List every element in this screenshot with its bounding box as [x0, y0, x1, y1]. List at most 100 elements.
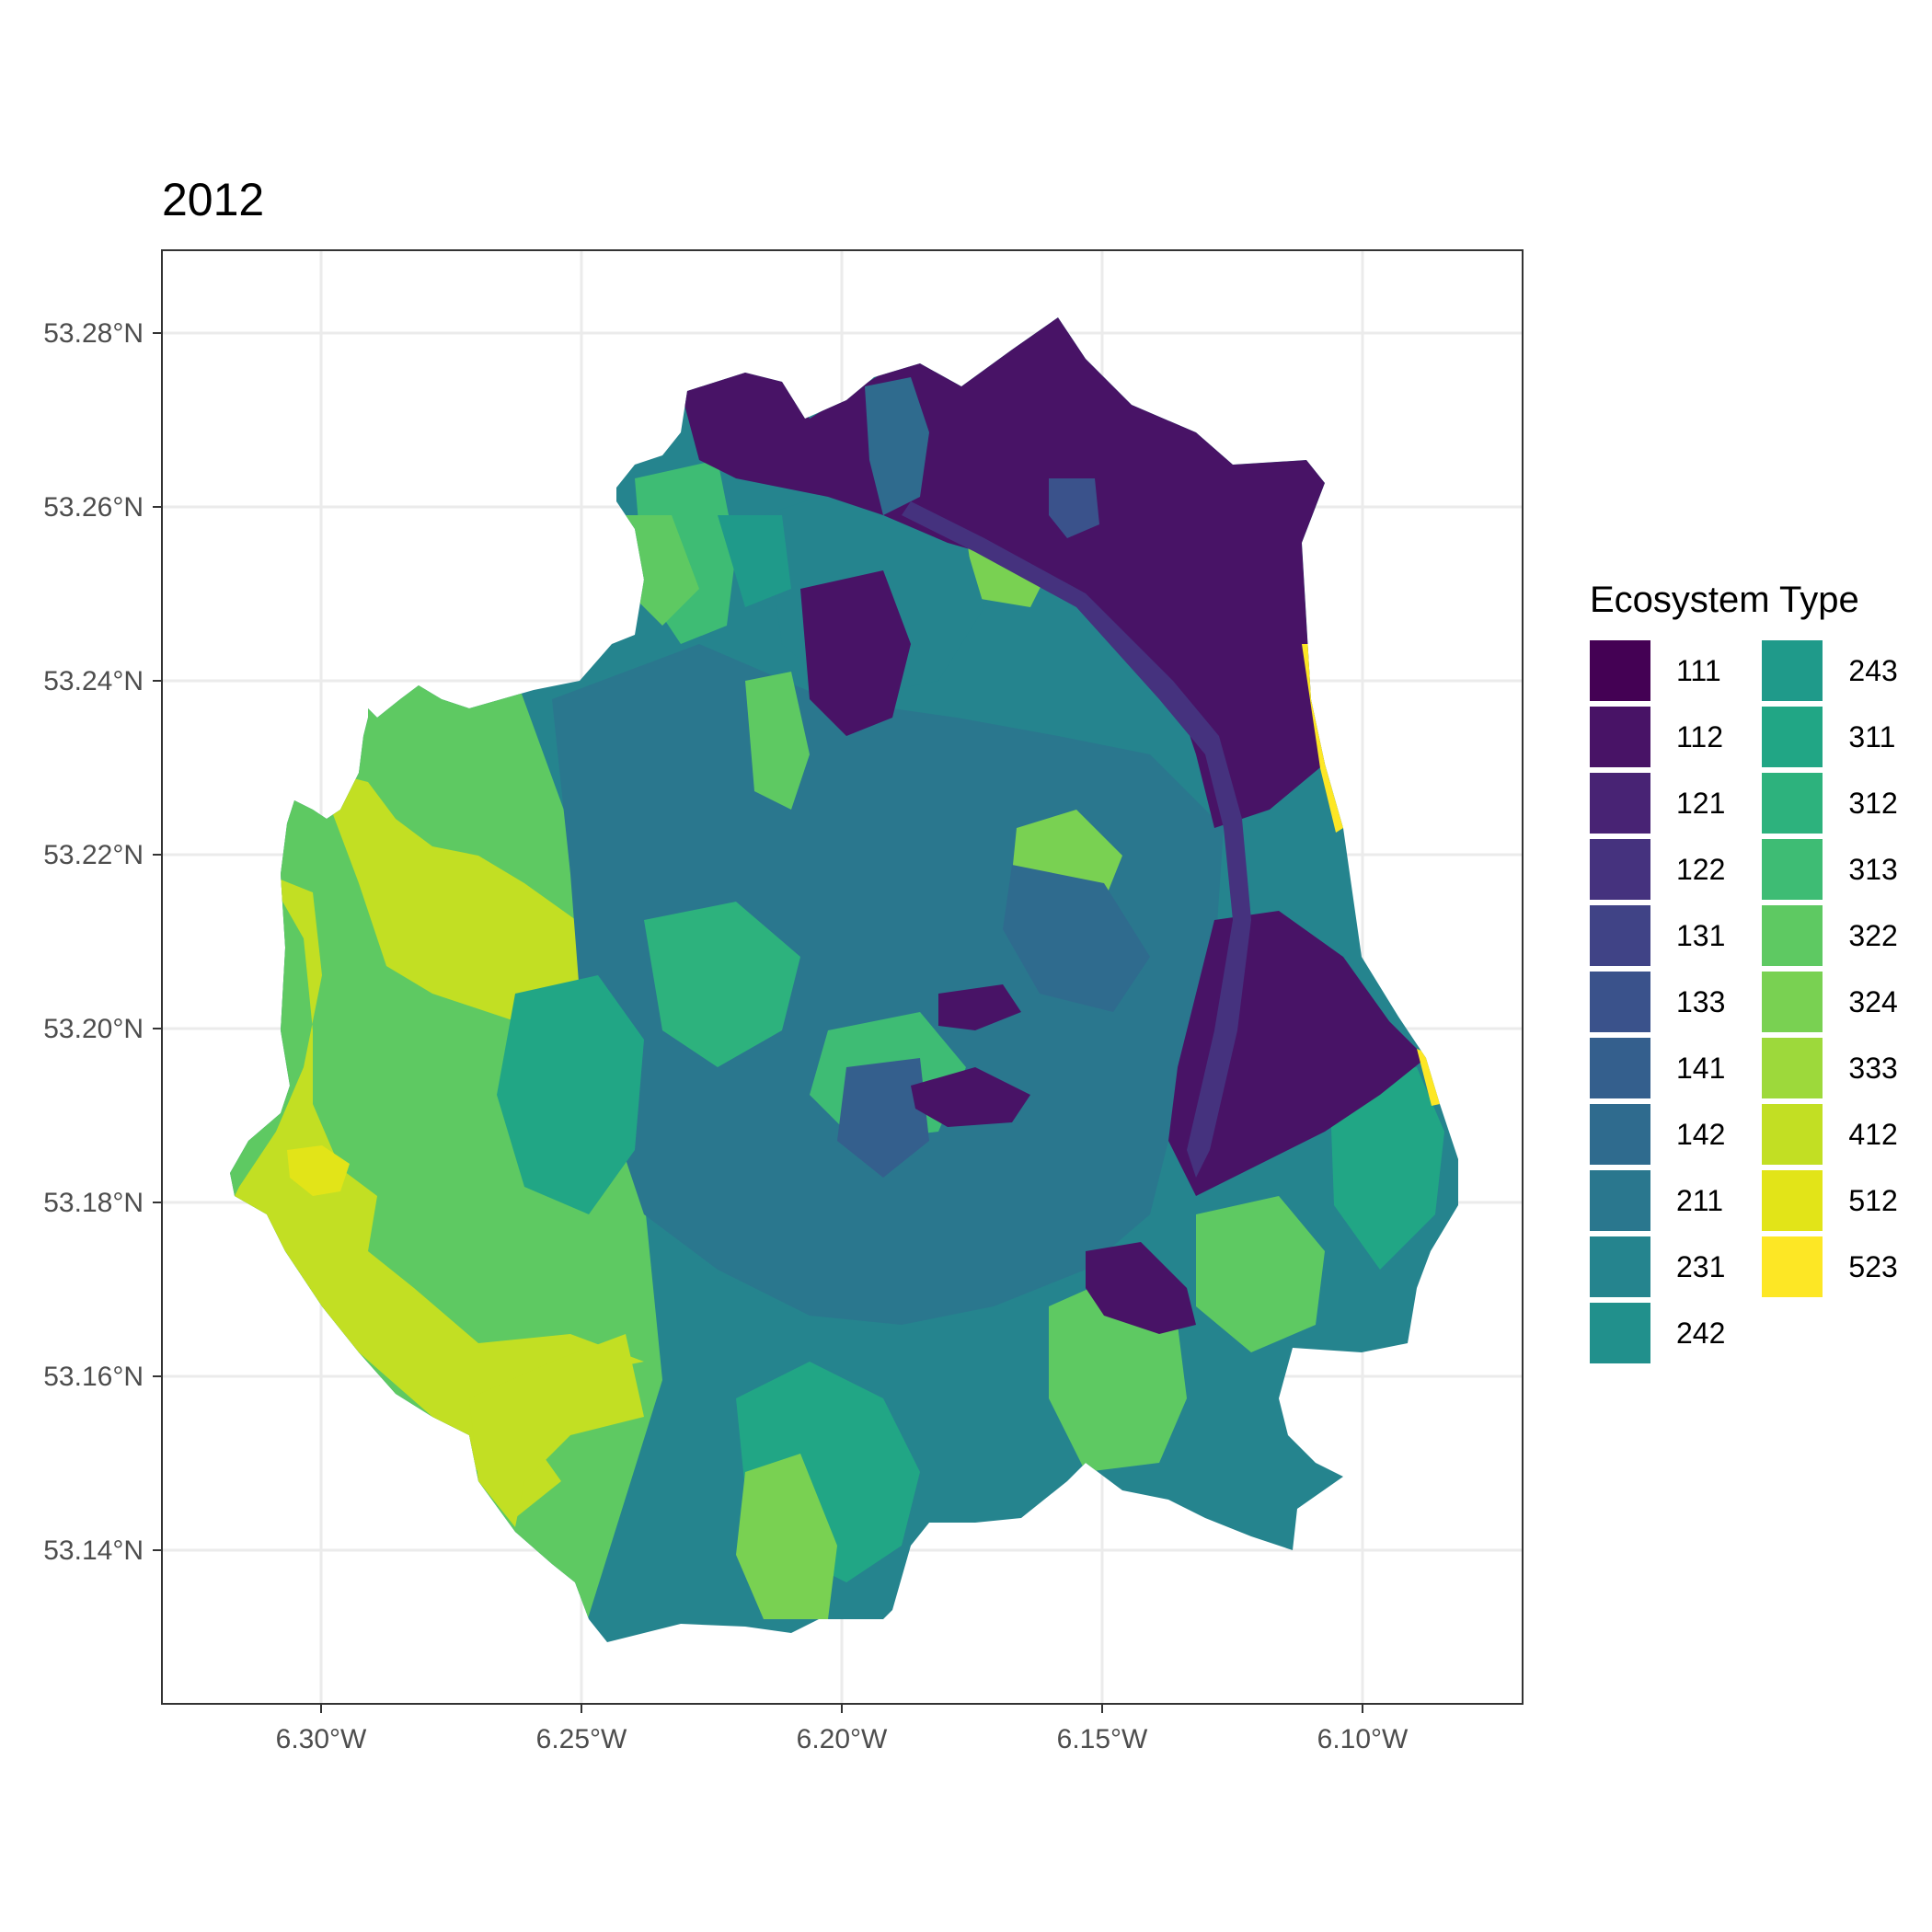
agri-142	[1003, 865, 1150, 1012]
legend-item: 512	[1762, 1167, 1898, 1234]
legend-column: 243 311 312 313 322 324 333 412 512 523	[1762, 638, 1898, 1366]
legend-item: 131	[1590, 903, 1725, 969]
forest-grove	[745, 672, 810, 810]
x-tick-label: 6.15°W	[1057, 1724, 1148, 1754]
legend-swatch	[1590, 1236, 1650, 1297]
legend-swatch	[1762, 1170, 1823, 1231]
y-tick-label: 53.14°N	[43, 1535, 144, 1566]
legend-swatch	[1762, 1038, 1823, 1098]
legend-item: 311	[1762, 704, 1897, 770]
axis-ticks	[153, 332, 1363, 1713]
x-tick-label: 6.30°W	[276, 1724, 367, 1754]
coastal-sand-2	[1417, 1049, 1440, 1106]
legend-swatch	[1590, 1104, 1650, 1165]
legend-item: 322	[1762, 903, 1898, 969]
legend-swatch	[1590, 707, 1650, 767]
legend-item: 312	[1762, 770, 1898, 836]
legend-item: 333	[1762, 1035, 1898, 1101]
southeast-forest	[1329, 1067, 1444, 1270]
legend-label: 131	[1676, 918, 1726, 952]
northwest-heath	[626, 515, 699, 626]
legend-label: 322	[1848, 918, 1898, 952]
legend-label: 112	[1676, 719, 1724, 753]
legend-label: 111	[1676, 653, 1721, 687]
legend-swatch	[1762, 972, 1823, 1032]
legend-swatch	[1590, 905, 1650, 966]
urban-north	[681, 317, 1325, 828]
legend-swatch	[1590, 972, 1650, 1032]
legend-swatch	[1762, 707, 1823, 767]
legend-swatch	[1762, 773, 1823, 834]
west-peat	[276, 773, 662, 1030]
urban-south	[1086, 1242, 1196, 1334]
y-tick-label: 53.20°N	[43, 1014, 144, 1044]
legend-label: 211	[1676, 1183, 1724, 1217]
y-tick-label: 53.28°N	[43, 318, 144, 349]
legend-label: 412	[1848, 1117, 1898, 1151]
legend-swatch	[1590, 773, 1650, 834]
legend-swatch	[1762, 640, 1823, 701]
y-tick-label: 53.24°N	[43, 666, 144, 696]
north-grass	[718, 515, 791, 607]
legend-label: 133	[1676, 984, 1726, 1018]
south-peat	[469, 1334, 644, 1527]
x-tick-label: 6.20°W	[797, 1724, 888, 1754]
legend-item: 211	[1590, 1167, 1725, 1234]
legend-item: 122	[1590, 836, 1725, 903]
legend-label: 141	[1676, 1051, 1726, 1085]
legend-item: 231	[1590, 1234, 1725, 1300]
legend-label: 333	[1848, 1051, 1898, 1085]
legend-label: 311	[1848, 719, 1896, 753]
legend-item: 243	[1762, 638, 1898, 704]
agri-141	[837, 1058, 929, 1178]
legend-label: 243	[1848, 653, 1898, 687]
legend-item: 142	[1590, 1101, 1725, 1167]
legend-item: 112	[1590, 704, 1725, 770]
map-title: 2012	[162, 174, 265, 225]
legend-label: 122	[1676, 852, 1726, 886]
legend-item: 133	[1590, 969, 1725, 1035]
legend-item: 412	[1762, 1101, 1898, 1167]
legend-swatch	[1762, 905, 1823, 966]
central-agriculture	[552, 644, 1224, 1325]
legend-label: 313	[1848, 852, 1898, 886]
southeast-green	[1196, 1196, 1325, 1352]
urban-north-inset-2	[1049, 478, 1099, 538]
urban-central-1	[938, 984, 1021, 1030]
legend-label: 242	[1676, 1316, 1726, 1350]
x-tick-label: 6.25°W	[536, 1724, 627, 1754]
legend-swatch	[1762, 1236, 1823, 1297]
legend-item: 313	[1762, 836, 1898, 903]
central-pasture	[644, 902, 800, 1067]
legend-item: 141	[1590, 1035, 1725, 1101]
legend-column: 111 112 121 122 131 133 141 142 211 231 …	[1590, 638, 1725, 1366]
legend-swatch	[1590, 1170, 1650, 1231]
legend-label: 523	[1848, 1249, 1898, 1283]
legend-swatch	[1590, 839, 1650, 900]
legend-swatch	[1590, 1038, 1650, 1098]
legend-item: 121	[1590, 770, 1725, 836]
legend-label: 142	[1676, 1117, 1726, 1151]
legend-item: 523	[1762, 1234, 1898, 1300]
road-corridor	[902, 501, 1251, 1178]
legend-item: 111	[1590, 638, 1725, 704]
legend-label: 231	[1676, 1249, 1726, 1283]
legend-columns: 111 112 121 122 131 133 141 142 211 231 …	[1590, 638, 1898, 1366]
south-heath	[736, 1454, 837, 1619]
legend-swatch	[1590, 1303, 1650, 1363]
legend-item: 242	[1590, 1300, 1725, 1366]
y-tick-label: 53.26°N	[43, 492, 144, 523]
y-tick-label: 53.16°N	[43, 1362, 144, 1392]
legend-label: 512	[1848, 1183, 1898, 1217]
urban-north-inset	[865, 377, 929, 515]
legend-label: 324	[1848, 984, 1898, 1018]
forest-311	[497, 975, 644, 1214]
x-tick-label: 6.10°W	[1317, 1724, 1409, 1754]
peat-512	[287, 1145, 350, 1196]
y-tick-label: 53.18°N	[43, 1188, 144, 1218]
y-tick-label: 53.22°N	[43, 840, 144, 870]
urban-central-2	[911, 1067, 1030, 1127]
urban-inner	[800, 570, 911, 736]
legend: Ecosystem Type 111 112 121 122 131 133 1…	[1590, 580, 1898, 1366]
legend-label: 121	[1676, 786, 1726, 820]
